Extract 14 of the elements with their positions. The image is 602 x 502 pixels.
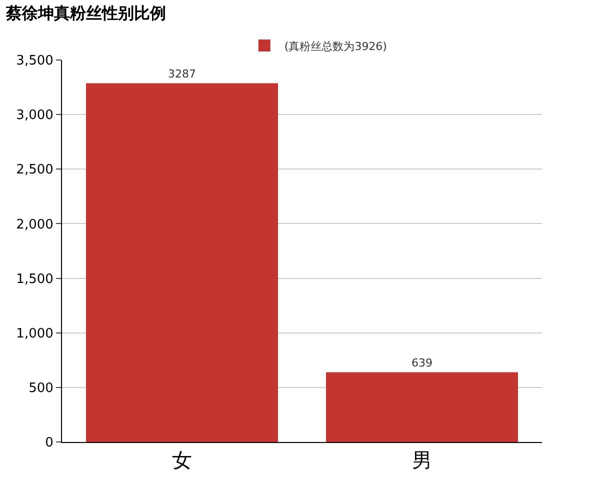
y-tick-label: 3,000 (16, 108, 54, 124)
y-tick-label: 0 (45, 436, 54, 451)
y-tick-label: 500 (28, 380, 54, 396)
legend-label: (真粉丝总数为3926) (284, 40, 387, 53)
x-tick-label: 男 (412, 448, 432, 472)
y-tick-label: 1,000 (16, 326, 54, 342)
y-tick-label: 2,500 (16, 162, 54, 178)
y-tick-label: 3,500 (16, 54, 54, 69)
chart-title: 蔡徐坤真粉丝性别比例 (5, 4, 166, 23)
x-tick-label: 女 (172, 448, 192, 472)
y-tick-label: 2,000 (16, 217, 54, 232)
data-label: 639 (412, 356, 432, 370)
data-label: 3287 (168, 67, 196, 80)
y-tick-label: 1,500 (16, 272, 54, 287)
